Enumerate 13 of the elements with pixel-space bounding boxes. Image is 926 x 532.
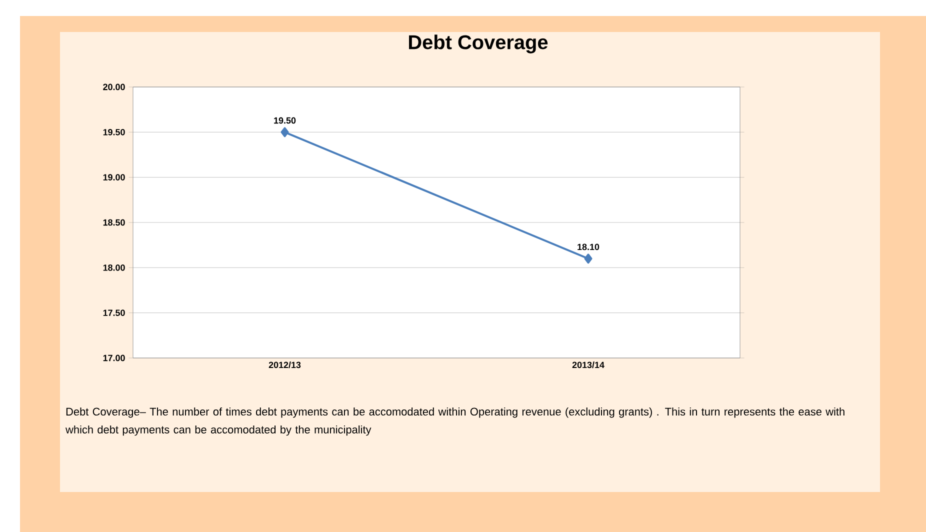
chart-title: Debt Coverage xyxy=(409,34,548,54)
data-label: 19.50 xyxy=(274,117,296,124)
y-tick-label: 19.50 xyxy=(103,128,125,136)
data-label: 18.10 xyxy=(578,244,600,250)
y-tick-label: 17.50 xyxy=(103,310,125,316)
text: Debt Coverage– The number of times debt payments can be accomodated within Operating revenue (excluding grants) . This in turn represents the ease with which debt payments can be accomodated by the municipality xyxy=(66,408,844,436)
y-tick-label: 18.00 xyxy=(103,264,125,271)
y-tick-label: 20.00 xyxy=(103,84,125,90)
y-tick-label: 18.50 xyxy=(103,219,125,226)
y-tick-label: 19.00 xyxy=(103,174,125,180)
y-tick-label: 17.00 xyxy=(103,354,125,362)
x-tick-label: 2013/14 xyxy=(572,362,604,368)
x-tick-label: 2012/13 xyxy=(268,362,301,368)
